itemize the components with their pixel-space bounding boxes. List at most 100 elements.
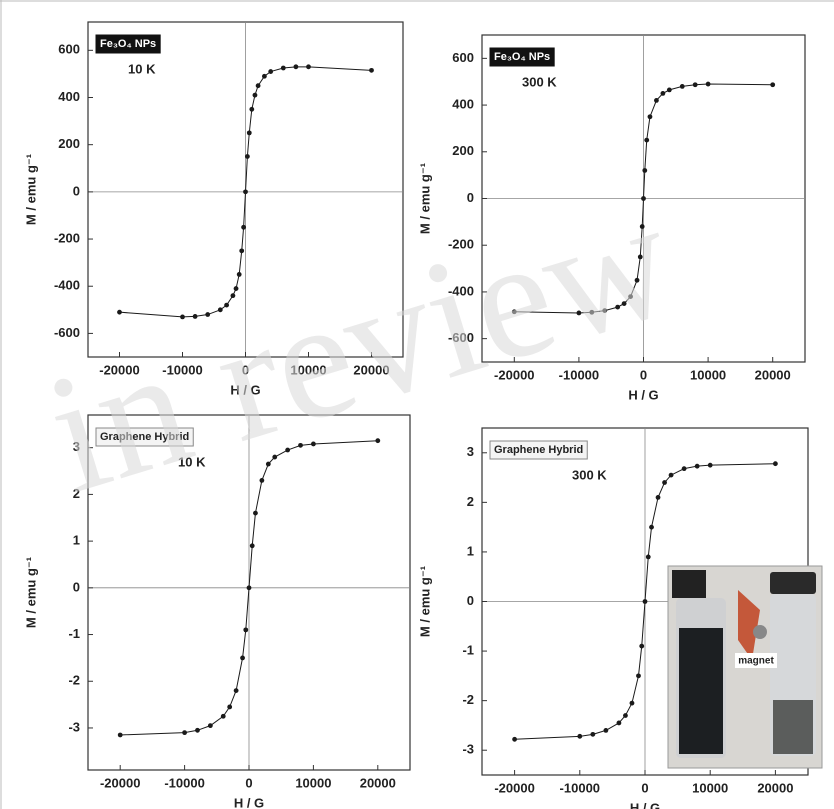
x-axis-label: H / G — [230, 382, 260, 397]
data-point — [642, 168, 648, 173]
data-point — [298, 442, 303, 448]
x-tick-label: 10000 — [295, 775, 331, 790]
data-point — [773, 461, 778, 467]
y-tick-label: 400 — [452, 97, 474, 112]
data-point — [641, 196, 646, 201]
data-point — [227, 704, 233, 710]
sample-label: Fe₃O₄ NPs — [100, 38, 156, 50]
y-tick-label: 0 — [467, 190, 474, 205]
data-point — [637, 254, 643, 260]
data-point — [576, 310, 582, 316]
data-point — [623, 713, 628, 718]
data-point — [590, 731, 596, 737]
data-point — [589, 309, 595, 315]
data-point — [246, 585, 252, 591]
x-tick-label: 10000 — [690, 367, 726, 382]
data-point — [117, 309, 122, 315]
data-point — [192, 314, 198, 319]
data-point — [285, 447, 291, 453]
data-point — [280, 65, 286, 71]
x-tick-label: -10000 — [164, 775, 204, 790]
y-tick-label: 2 — [467, 494, 474, 509]
y-tick-label: 200 — [452, 143, 474, 158]
data-point — [306, 64, 311, 70]
data-point — [512, 736, 517, 742]
x-tick-label: 20000 — [757, 780, 793, 795]
data-point — [268, 69, 274, 74]
sample-label: Fe₃O₄ NPs — [494, 51, 550, 63]
y-tick-label: 1 — [73, 533, 80, 548]
y-axis-label: M / emu g⁻¹ — [23, 154, 38, 225]
data-point — [272, 454, 278, 460]
y-tick-label: 3 — [73, 439, 80, 454]
x-axis-label: H / G — [630, 800, 660, 809]
data-point — [645, 554, 651, 560]
cap — [672, 570, 706, 598]
data-point — [660, 90, 666, 96]
data-point — [634, 277, 640, 283]
y-tick-label: 200 — [58, 136, 80, 151]
x-tick-label: -20000 — [99, 362, 139, 377]
data-point — [679, 83, 685, 89]
data-point — [770, 82, 776, 88]
x-tick-label: -20000 — [100, 775, 140, 790]
cap — [770, 572, 816, 594]
data-point — [577, 733, 583, 739]
x-tick-label: -10000 — [559, 367, 599, 382]
sample-label: Graphene Hybrid — [100, 431, 189, 443]
data-point — [628, 294, 633, 299]
temperature-label: 300 K — [522, 74, 557, 89]
x-tick-label: 20000 — [755, 367, 791, 382]
data-point — [311, 441, 316, 447]
data-point — [707, 462, 713, 468]
magnet-label: magnet — [738, 656, 774, 667]
sample-label-box — [95, 427, 194, 447]
data-point — [243, 627, 249, 633]
data-point — [662, 480, 667, 485]
data-point — [244, 154, 250, 159]
sample-label-box — [95, 34, 161, 54]
data-point — [253, 510, 258, 516]
x-tick-label: -10000 — [162, 362, 202, 377]
y-tick-label: -200 — [448, 237, 474, 252]
y-tick-label: -600 — [54, 325, 80, 340]
y-tick-label: -3 — [68, 719, 80, 734]
data-point — [511, 309, 517, 315]
data-point — [642, 599, 648, 604]
y-tick-label: 1 — [467, 543, 474, 558]
data-point — [241, 224, 247, 230]
x-tick-label: -10000 — [560, 780, 600, 795]
data-point — [259, 477, 265, 483]
data-point — [230, 293, 236, 299]
y-tick-label: 3 — [467, 444, 474, 459]
y-tick-label: -1 — [462, 643, 474, 658]
y-tick-label: -200 — [54, 230, 80, 245]
data-point — [182, 730, 188, 736]
y-tick-label: -2 — [462, 692, 474, 707]
magnet-piece — [753, 625, 767, 639]
y-tick-label: 400 — [58, 89, 80, 104]
data-point — [615, 304, 621, 310]
x-tick-label: 10000 — [290, 362, 326, 377]
sample-label-box — [489, 440, 588, 460]
dispersion — [679, 628, 723, 754]
data-point — [195, 727, 200, 733]
temperature-label: 10 K — [128, 61, 156, 76]
data-point — [375, 438, 381, 444]
data-point — [233, 688, 239, 693]
data-point — [666, 87, 672, 93]
x-tick-label: -20000 — [494, 367, 534, 382]
data-point — [205, 312, 211, 317]
y-axis-label: M / emu g⁻¹ — [23, 557, 38, 628]
inset-photo: magnet — [667, 565, 823, 769]
data-point — [647, 114, 653, 120]
x-axis-label: H / G — [628, 387, 658, 402]
x-tick-label: 20000 — [360, 775, 396, 790]
y-axis-label: M / emu g⁻¹ — [417, 163, 432, 234]
data-point — [246, 130, 252, 136]
data-point — [369, 67, 374, 73]
data-point — [621, 301, 627, 307]
